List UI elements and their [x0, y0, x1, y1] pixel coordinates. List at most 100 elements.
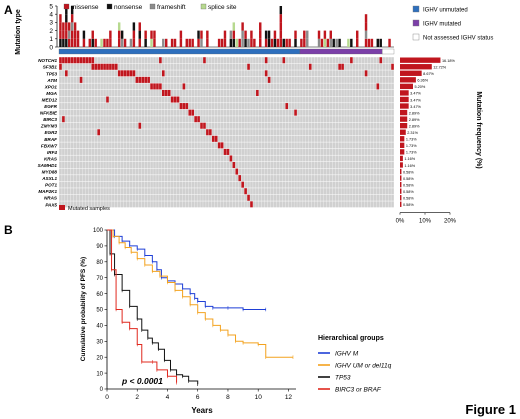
oncoprint-cell: [311, 63, 315, 70]
oncoprint-cell: [182, 188, 186, 195]
oncoprint-cell: [123, 194, 127, 201]
oncoprint-cell: [376, 194, 380, 201]
oncoprint-cell: [129, 63, 133, 70]
oncoprint-cell: [100, 135, 103, 142]
sample-mutation-bar: [76, 38, 80, 47]
oncoprint-cell: [335, 181, 339, 188]
oncoprint-cell: [350, 116, 353, 123]
oncoprint-cell: [159, 194, 162, 201]
oncoprint-cell: [338, 116, 341, 123]
km-legend-label-2: TP53: [335, 374, 351, 381]
oncoprint-cell: [244, 109, 247, 116]
oncoprint-cell: [258, 175, 262, 182]
oncoprint-cell: [235, 57, 239, 64]
oncoprint-cell: [70, 76, 74, 83]
oncoprint-cell: [347, 76, 350, 83]
oncoprint-cell: [217, 70, 221, 77]
oncoprint-cell: [209, 155, 212, 162]
oncoprint-cell: [279, 122, 283, 129]
oncoprint-cell: [303, 175, 306, 182]
oncoprint-cell: [162, 168, 165, 175]
oncoprint-cell: [247, 148, 250, 155]
oncoprint-cell: [264, 122, 268, 129]
oncoprint-cell: [297, 109, 300, 116]
oncoprint-cell: [385, 76, 388, 83]
oncoprint-cell: [185, 89, 189, 96]
oncoprint-cell: [197, 142, 200, 149]
oncoprint-cell: [338, 175, 341, 182]
oncoprint-cell: [70, 162, 74, 169]
oncoprint-cell: [220, 76, 224, 83]
oncoprint-cell: [338, 57, 341, 64]
oncoprint-cell: [382, 57, 386, 64]
oncoprint-cell: [76, 122, 80, 129]
gene-label: NFKBIE: [40, 111, 58, 116]
oncoprint-cell: [206, 76, 209, 83]
sample-mutation-bar: [138, 38, 141, 47]
oncoprint-cell: [256, 122, 259, 129]
oncoprint-cell: [67, 70, 71, 77]
oncoprint-cell: [250, 142, 253, 149]
oncoprint-cell: [332, 83, 336, 90]
oncoprint-cell: [156, 89, 159, 96]
oncoprint-cell: [191, 142, 195, 149]
oncoprint-cell: [141, 188, 145, 195]
oncoprint-cell: [91, 96, 95, 103]
oncoprint-cell: [297, 201, 300, 208]
oncoprint-cell: [91, 201, 95, 208]
oncoprint-cell: [226, 83, 230, 90]
oncoprint-cell: [244, 135, 247, 142]
oncoprint-cell: [373, 201, 377, 208]
oncoprint-cell: [305, 83, 309, 90]
oncoprint-cell: [153, 76, 156, 83]
sample-mutation-bar: [241, 38, 244, 47]
oncoprint-cell: [388, 83, 391, 90]
oncoprint-cell: [353, 103, 356, 110]
ighv-strip-na: [382, 48, 395, 55]
oncoprint-cell: [270, 76, 274, 83]
oncoprint-cell: [132, 83, 136, 90]
ighv-status-strip: [58, 48, 395, 55]
oncoprint-cell: [314, 103, 318, 110]
oncoprint-cell: [100, 188, 103, 195]
oncoprint-cell: [150, 76, 153, 83]
oncoprint-cell: [264, 135, 268, 142]
frequency-bar: [400, 83, 413, 90]
oncoprint-cell: [176, 103, 180, 110]
oncoprint-cell: [297, 162, 300, 169]
oncoprint-cell: [153, 142, 156, 149]
oncoprint-cell: [141, 116, 145, 123]
oncoprint-cell: [94, 168, 98, 175]
oncoprint-cell: [276, 162, 280, 169]
oncoprint-cell: [244, 63, 247, 70]
km-curve-1: [107, 229, 293, 358]
oncoprint-cell: [261, 89, 265, 96]
sample-mutation-bar: [253, 38, 256, 47]
oncoprint-cell: [379, 129, 383, 136]
oncoprint-cell: [109, 181, 112, 188]
oncoprint-cell: [276, 129, 280, 136]
oncoprint-cell: [88, 70, 92, 77]
oncoprint-cell: [173, 135, 177, 142]
oncoprint-cell: [379, 57, 383, 64]
oncoprint-cell: [200, 148, 203, 155]
oncoprint-cell: [170, 181, 174, 188]
oncoprint-cell: [373, 181, 377, 188]
km-legend-label-1: IGHV UM or del11q: [335, 362, 392, 369]
top-y-tick-label: 1: [49, 36, 53, 43]
oncoprint-cell: [391, 194, 394, 201]
oncoprint-cell: [185, 63, 189, 70]
oncoprint-cell: [112, 194, 115, 201]
oncoprint-cell: [214, 155, 218, 162]
oncoprint-cell: [232, 188, 236, 195]
oncoprint-cell: [235, 135, 239, 142]
oncoprint-cell: [220, 194, 224, 201]
oncoprint-cell: [109, 116, 112, 123]
oncoprint-cell: [364, 83, 368, 90]
oncoprint-cell: [179, 116, 183, 123]
oncoprint-cell: [65, 135, 68, 142]
oncoprint-cell: [135, 109, 139, 116]
oncoprint-cell: [150, 194, 153, 201]
oncoprint-cell: [358, 96, 362, 103]
